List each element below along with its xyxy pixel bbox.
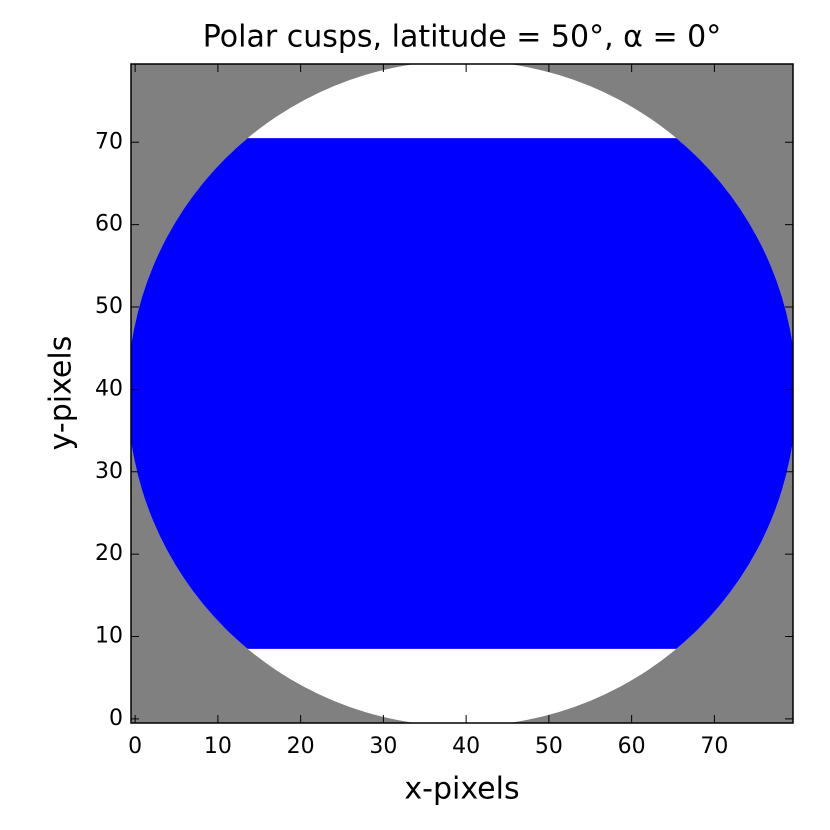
band (131, 138, 793, 649)
y-tick-label: 0 (109, 706, 123, 731)
plot-frame (130, 63, 794, 724)
y-tick-label: 50 (95, 294, 123, 319)
x-tick-label: 70 (700, 734, 728, 759)
chart-title: Polar cusps, latitude = 50°, α = 0° (203, 20, 721, 55)
x-tick-label: 10 (204, 734, 232, 759)
y-tick-label: 60 (95, 212, 123, 237)
x-tick-label: 0 (128, 734, 142, 759)
y-tick-label: 20 (95, 541, 123, 566)
x-tick-label: 50 (535, 734, 563, 759)
x-tick-label: 60 (618, 734, 646, 759)
y-axis-label: y-pixels (44, 336, 79, 451)
y-tick-label: 30 (95, 459, 123, 484)
y-tick-label: 40 (95, 376, 123, 401)
image (131, 64, 793, 723)
y-tick-label: 70 (95, 129, 123, 154)
x-tick-label: 30 (369, 734, 397, 759)
y-tick-label: 10 (95, 624, 123, 649)
x-tick-label: 40 (452, 734, 480, 759)
x-tick-label: 20 (287, 734, 315, 759)
x-axis-label: x-pixels (404, 772, 519, 807)
